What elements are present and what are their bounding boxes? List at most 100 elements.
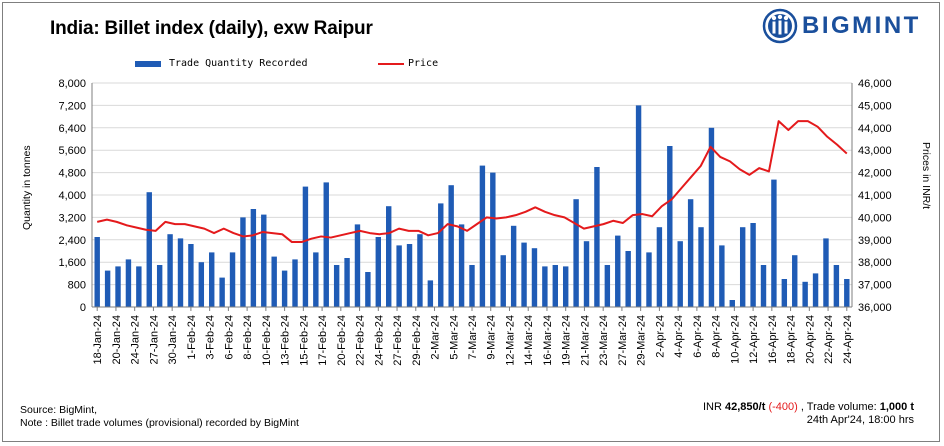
quantity-bar [177,238,184,307]
quantity-bar [219,277,225,307]
quantity-bar [198,262,205,307]
x-tick-label: 20-Apr-24 [804,315,816,364]
quantity-bar [792,255,798,307]
price-value: 42,850/t [725,401,766,413]
quantity-bar [323,182,329,307]
quantity-bar [573,199,579,307]
quantity-bar [500,255,506,307]
x-tick-label: 12-Apr-24 [748,315,760,364]
quantity-bar [344,258,350,307]
x-tick-label: 2-Apr-24 [654,315,666,358]
quantity-bar [750,223,756,307]
footer-notes: Source: BigMint, Note : Billet trade vol… [20,404,299,430]
quantity-bar [615,235,621,307]
quantity-bar [94,237,100,307]
y-tick-right-label: 43,000 [858,145,892,157]
y-tick-right-label: 42,000 [858,168,892,180]
x-tick-label: 24-Feb-24 [373,315,385,366]
legend-line: Price [378,58,438,69]
y-tick-left-label: 7,200 [58,100,86,112]
quantity-bar [281,270,288,307]
y-tick-left-label: 6,400 [58,123,86,135]
quantity-bar [365,272,371,307]
quantity-bar [261,214,267,307]
quantity-bar [271,256,277,307]
quantity-bar [812,273,819,307]
y-tick-left-label: 8,000 [58,78,86,90]
x-tick-label: 14-Mar-24 [523,315,535,366]
x-tick-label: 4-Apr-24 [673,315,685,358]
quantity-bar [292,259,298,307]
quantity-bar [354,224,361,307]
quantity-bar [302,186,309,307]
quantity-bar [687,199,694,307]
x-tick-label: 10-Apr-24 [729,315,741,364]
quantity-bar [490,172,496,307]
quantity-bar [521,242,527,307]
x-tick-label: 6-Apr-24 [692,315,704,358]
quantity-bar [604,265,611,307]
x-tick-label: 27-Jan-24 [148,315,160,365]
price-change: (-400) [768,401,798,413]
price-prefix: INR [703,401,722,413]
quantity-bar [823,238,829,307]
quantity-bar [625,251,631,307]
x-tick-label: 27-Mar-24 [617,315,629,366]
price-line [96,120,848,244]
quantity-bar [667,146,673,307]
legend-bar-swatch [135,60,161,67]
quantity-bar [802,281,808,307]
x-tick-label: 6-Feb-24 [223,315,235,360]
x-tick-label: 18-Jan-24 [92,315,104,365]
footer-summary: INR 42,850/t (-400) , Trade volume: 1,00… [703,401,914,427]
quantity-bar [583,241,590,307]
quantity-bar [406,244,413,307]
quantity-bar [240,217,246,307]
x-tick-label: 5-Mar-24 [448,315,460,360]
quantity-bar [125,259,132,307]
x-tick-label: 29-Mar-24 [636,315,648,366]
quantity-bar [458,224,465,307]
quantity-bar [739,227,746,307]
x-tick-label: 12-Mar-24 [504,315,516,366]
y-tick-right-label: 46,000 [858,78,892,90]
y-ticks-left: 0 800 1,600 2,400 3,200 4,000 4,800 5,600 6,400 7… [58,78,86,314]
quantity-bar [136,266,142,307]
quantity-bar [562,266,569,307]
y-tick-left-label: 1,600 [58,257,86,269]
x-tick-label: 23-Mar-24 [598,315,610,366]
x-tick-label: 20-Feb-24 [336,315,348,366]
quantity-bar [417,234,423,307]
x-tick-label: 13-Feb-24 [280,315,292,366]
x-tick-label: 16-Mar-24 [542,315,554,366]
quantity-bar [635,105,642,308]
quantity-bar [719,245,725,307]
x-tick-label: 16-Apr-24 [767,315,779,364]
quantity-bar [771,179,777,307]
price-line-series [96,120,848,244]
x-tick-label: 2-Mar-24 [430,315,442,360]
y-tick-right-label: 44,000 [858,123,892,135]
quantity-bar [104,270,111,307]
timestamp: 24th Apr'24, 18:00 hrs [806,414,914,426]
quantity-bar [396,245,402,307]
quantity-bar [708,127,715,307]
legend-bars: Trade Quantity Recorded [135,58,307,69]
quantity-bar [229,252,236,307]
quantity-bar [333,265,340,307]
y-tick-left-label: 2,400 [58,235,86,247]
x-tick-label: 29-Feb-24 [411,315,423,366]
x-tick-label: 21-Mar-24 [579,315,591,366]
quantity-bar [386,206,392,307]
x-ticks: 18-Jan-24 20-Jan-24 24-Jan-24 27-Jan-24 30-J… [92,307,854,366]
y-tick-right-label: 38,000 [858,257,892,269]
quantity-bar [531,248,538,307]
quantity-bar [479,165,486,307]
quantity-bar [209,252,215,307]
y-ticks-right: 36,000 37,000 38,000 39,000 40,000 41,000 42,0… [858,78,892,314]
x-tick-label: 3-Feb-24 [205,315,217,360]
quantity-bar [677,241,683,307]
bigmint-logo-icon [762,8,798,44]
volume-label: , Trade volume: [800,401,877,413]
quantity-bar [115,266,121,307]
